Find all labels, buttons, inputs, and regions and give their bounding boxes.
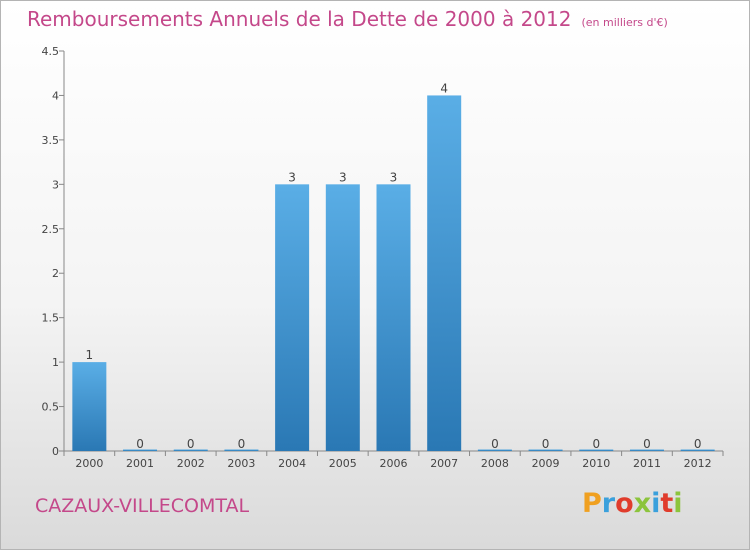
chart-title: Remboursements Annuels de la Dette de 20… — [27, 7, 668, 31]
bar-2003 — [224, 449, 259, 451]
bar-2002 — [173, 449, 208, 451]
y-tick-label: 4.5 — [42, 45, 60, 58]
bar-2010 — [579, 449, 614, 451]
bar-2005 — [325, 184, 360, 452]
data-label-2006: 3 — [390, 170, 398, 184]
x-tick-label: 2006 — [380, 457, 408, 470]
data-label-2002: 0 — [187, 437, 195, 451]
y-tick-label: 2 — [52, 267, 59, 280]
bar-2000 — [72, 362, 107, 451]
bar-2009 — [528, 449, 563, 451]
x-tick-label: 2005 — [329, 457, 357, 470]
x-tick-label: 2007 — [430, 457, 458, 470]
y-tick-label: 1 — [52, 356, 59, 369]
data-label-2003: 0 — [238, 437, 246, 451]
x-tick-label: 2011 — [633, 457, 661, 470]
bar-2001 — [123, 449, 158, 451]
data-label-2011: 0 — [643, 437, 651, 451]
x-tick-label: 2001 — [126, 457, 154, 470]
x-tick-label: 2000 — [75, 457, 103, 470]
chart-title-text: Remboursements Annuels de la Dette de 20… — [27, 7, 572, 31]
logo-letter: i — [651, 488, 661, 519]
data-label-2005: 3 — [339, 170, 347, 184]
x-tick-label: 2010 — [582, 457, 610, 470]
data-label-2007: 4 — [440, 81, 448, 95]
bar-2007 — [427, 95, 462, 451]
logo-letter: x — [633, 488, 652, 519]
y-tick-label: 2.5 — [42, 223, 60, 236]
data-label-2010: 0 — [592, 437, 600, 451]
data-label-2000: 1 — [86, 348, 94, 362]
y-tick-label: 3 — [52, 178, 59, 191]
y-tick-label: 4 — [52, 89, 59, 102]
y-tick-label: 0.5 — [42, 401, 60, 414]
logo-letter: t — [660, 488, 674, 519]
y-tick-label: 0 — [52, 445, 59, 458]
x-tick-label: 2002 — [177, 457, 205, 470]
y-tick-label: 3.5 — [42, 134, 60, 147]
commune-name: CAZAUX-VILLECOMTAL — [35, 495, 250, 517]
x-tick-label: 2009 — [532, 457, 560, 470]
bar-2006 — [376, 184, 411, 452]
data-label-2012: 0 — [694, 437, 702, 451]
x-tick-label: 2012 — [684, 457, 712, 470]
x-tick-label: 2004 — [278, 457, 306, 470]
chart-unit: (en milliers d'€) — [581, 16, 668, 29]
logo-letter: o — [615, 488, 634, 519]
data-label-2004: 3 — [288, 170, 296, 184]
x-tick-label: 2003 — [227, 457, 255, 470]
data-label-2008: 0 — [491, 437, 499, 451]
logo-letter: P — [582, 488, 602, 519]
proxiti-logo: Proxiti — [582, 488, 683, 519]
bar-2004 — [275, 184, 310, 452]
x-tick-label: 2008 — [481, 457, 509, 470]
logo-letter: i — [673, 488, 683, 519]
y-tick-label: 1.5 — [42, 312, 60, 325]
data-label-2001: 0 — [136, 437, 144, 451]
axes: 0 0.5 1 1.5 2 2.5 3 3.5 4 4.5 2000 2001 2002 2003 2004… — [42, 45, 724, 470]
bar-2011 — [629, 449, 664, 451]
data-label-2009: 0 — [542, 437, 550, 451]
bar-2008 — [477, 449, 512, 451]
logo-letter: r — [601, 488, 616, 519]
bar-2012 — [680, 449, 715, 451]
bars: 1 0 0 0 3 3 3 4 0 0 0 0 0 — [72, 81, 715, 452]
